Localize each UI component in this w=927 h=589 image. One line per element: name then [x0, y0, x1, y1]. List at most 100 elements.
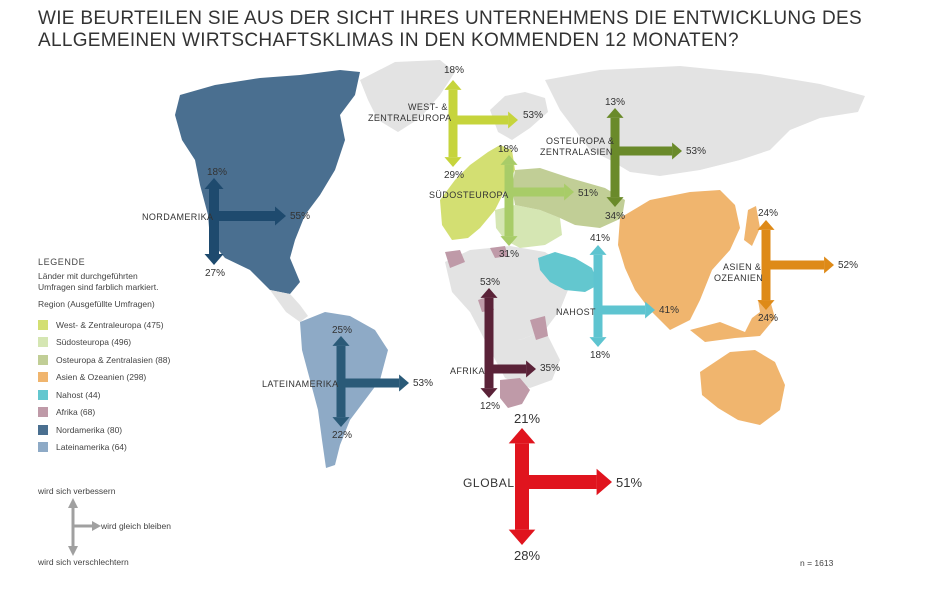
asia-arrow-down-head: [757, 300, 775, 310]
legend: LEGENDE Länder mit durchgeführten Umfrag…: [38, 257, 238, 456]
legend-swatch: [38, 407, 48, 418]
west-label-line1: WEST- &: [408, 102, 448, 112]
africa-arrow-up-head: [480, 288, 498, 298]
legend-region-heading: Region (Ausgefüllte Umfragen): [38, 299, 155, 309]
asia-label-line1: ASIEN &: [723, 262, 762, 272]
key-up-label: wird sich verbessern: [38, 486, 116, 496]
asia-down-value: 24%: [758, 313, 779, 324]
global-up-value: 21%: [514, 411, 541, 426]
east-arrow-down-head: [606, 197, 624, 207]
legend-item-label: Lateinamerika (64): [56, 442, 127, 453]
west-label-line2: ZENTRALEUROPA: [368, 113, 452, 123]
asia-arrow-horizontal: [766, 260, 825, 270]
africa-up-value: 53%: [480, 277, 501, 288]
latam-arrow-up-head: [332, 336, 350, 346]
africa-arrow-right-head: [526, 360, 536, 378]
east-arrow: [606, 108, 682, 207]
namerica-arrow: [204, 178, 286, 265]
africa-arrow-down-head: [480, 388, 498, 398]
region-shape-australia: [700, 350, 785, 425]
title-line-1: WIE BEURTEILEN SIE AUS DER SICHT IHRES U…: [38, 8, 863, 29]
east-arrow-up-head: [606, 108, 624, 118]
mideast-up-value: 41%: [590, 233, 611, 244]
legend-item-label: Nahost (44): [56, 389, 101, 400]
west-arrow-horizontal: [453, 115, 509, 125]
latam-arrow-right-head: [399, 374, 409, 392]
legend-items: West- & Zentraleuropa (475) Südosteuropa …: [38, 316, 238, 456]
south-arrow-right-head: [564, 183, 574, 201]
region-shape-africa: [445, 246, 548, 408]
sample-size-note: n = 1613: [800, 558, 834, 568]
chart-title: WIE BEURTEILEN SIE AUS DER SICHT IHRES U…: [38, 8, 898, 52]
region-shape-mideast: [538, 252, 598, 292]
asia-right-value: 52%: [838, 260, 859, 271]
legend-item: Lateinamerika (64): [38, 439, 238, 457]
latam-arrow-horizontal: [341, 378, 400, 388]
latam-right-value: 53%: [413, 378, 434, 389]
west-arrow-up-head: [444, 80, 462, 90]
legend-swatch: [38, 372, 48, 383]
legend-item-label: Afrika (68): [56, 407, 96, 418]
east-up-value: 13%: [605, 97, 626, 108]
legend-swatch: [38, 337, 48, 348]
mideast-arrow-horizontal: [598, 305, 646, 315]
legend-item: Osteuropa & Zentralasien (88): [38, 351, 238, 369]
east-right-value: 53%: [686, 146, 707, 157]
africa-arrow-horizontal: [489, 364, 527, 374]
east-arrow-horizontal: [615, 146, 673, 156]
latam-up-value: 25%: [332, 325, 353, 336]
legend-item-label: Nordamerika (80): [56, 424, 123, 435]
legend-item-label: West- & Zentraleuropa (475): [56, 319, 164, 330]
africa-down-value: 12%: [480, 401, 501, 412]
africa-arrow: [480, 288, 536, 398]
namerica-arrow-up-head: [204, 178, 224, 189]
namerica-up-value: 18%: [207, 167, 228, 178]
legend-swatch: [38, 424, 48, 435]
south-arrow-down-head: [500, 236, 518, 246]
asia-label-line2: OZEANIEN: [714, 273, 764, 283]
west-down-value: 29%: [444, 170, 465, 181]
legend-item-label: Osteuropa & Zentralasien (88): [56, 354, 171, 365]
global-label: GLOBAL: [463, 476, 515, 490]
legend-desc-line1: Länder mit durchgeführten: [38, 271, 138, 281]
key-right-label: wird gleich bleiben: [101, 521, 171, 531]
mideast-arrow: [589, 245, 655, 347]
region-shape-east: [512, 168, 625, 228]
asia-arrow-right-head: [824, 256, 834, 274]
legend-item-label: Asien & Ozeanien (298): [56, 372, 147, 383]
south-up-value: 18%: [498, 144, 519, 155]
west-arrow: [444, 80, 518, 167]
mideast-arrow-up-head: [589, 245, 607, 255]
latam-arrow: [332, 336, 409, 427]
namerica-arrow-right-head: [275, 206, 286, 226]
region-shape-namerica: [175, 70, 360, 294]
namerica-down-value: 27%: [205, 268, 226, 279]
legend-item: Nahost (44): [38, 386, 238, 404]
namerica-arrow-horizontal: [214, 211, 275, 221]
asia-arrow-up-head: [757, 220, 775, 230]
global-arrow-down-head: [508, 529, 536, 545]
mideast-down-value: 18%: [590, 350, 611, 361]
key-arrow: [68, 498, 101, 556]
mideast-arrow-down-head: [589, 337, 607, 347]
africa-arrow-vertical: [484, 297, 494, 389]
global-down-value: 28%: [514, 548, 541, 563]
east-arrow-right-head: [672, 142, 682, 160]
south-arrow-up-head: [500, 155, 518, 165]
latam-arrow-down-head: [332, 417, 350, 427]
title-line-2: ALLGEMEINEN WIRTSCHAFTSKLIMAS IN DEN KOM…: [38, 30, 739, 51]
namerica-right-value: 55%: [290, 211, 311, 222]
region-shape-west: [440, 145, 515, 240]
east-label-line1: OSTEUROPA &: [546, 136, 615, 146]
global-arrow-right-head: [596, 468, 612, 496]
east-label-line2: ZENTRALASIEN: [540, 147, 613, 157]
asia-arrow: [757, 220, 834, 310]
west-arrow-right-head: [508, 111, 518, 129]
namerica-arrow-vertical: [209, 189, 219, 254]
key-down-label: wird sich verschlechtern: [38, 557, 129, 567]
south-label: SÜDOSTEUROPA: [429, 190, 509, 200]
legend-description: Länder mit durchgeführten Umfragen sind …: [38, 271, 238, 293]
east-down-value: 34%: [605, 211, 626, 222]
south-down-value: 31%: [499, 249, 520, 260]
